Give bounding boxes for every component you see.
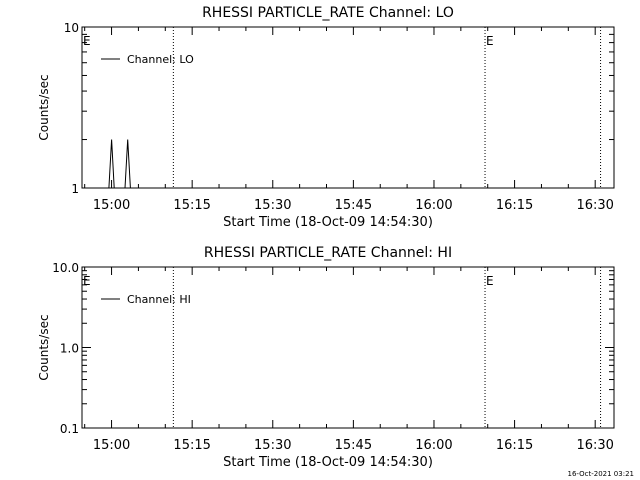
event-marker-label: E: [83, 274, 91, 288]
x-axis-label: Start Time (18-Oct-09 14:54:30): [223, 455, 433, 470]
y-tick-label: 10: [64, 21, 79, 35]
y-tick-label: 1: [71, 182, 79, 196]
chart-panel-2: RHESSI PARTICLE_RATE Channel: HI Counts/s…: [37, 245, 615, 470]
x-tick-label: 15:30: [254, 438, 291, 453]
chart-title: RHESSI PARTICLE_RATE Channel: HI: [204, 245, 452, 261]
y-tick-label: 0.1: [60, 422, 79, 436]
event-marker-label: E: [83, 34, 91, 48]
legend-label: Channel: HI: [127, 293, 191, 306]
x-axis-label: Start Time (18-Oct-09 14:54:30): [223, 215, 433, 230]
x-tick-label: 16:00: [415, 198, 452, 213]
x-tick-label: 15:45: [335, 438, 372, 453]
chart-panel-1: RHESSI PARTICLE_RATE Channel: LO Counts/s…: [37, 5, 615, 230]
y-axis-label: Counts/sec: [37, 314, 51, 380]
y-tick-label: 10.0: [52, 261, 79, 275]
x-tick-label: 16:15: [496, 438, 533, 453]
x-tick-label: 15:15: [173, 438, 210, 453]
x-tick-label: 16:15: [496, 198, 533, 213]
x-tick-label: 15:00: [93, 198, 130, 213]
event-marker-label: E: [486, 34, 494, 48]
x-tick-label: 16:30: [576, 438, 613, 453]
plot-frame: [81, 26, 615, 189]
event-marker-label: E: [486, 274, 494, 288]
x-tick-label: 15:00: [93, 438, 130, 453]
plot-frame: [81, 266, 615, 429]
y-axis-label: Counts/sec: [37, 74, 51, 140]
x-tick-label: 16:30: [576, 198, 613, 213]
footer-timestamp: 16-Oct-2021 03:21: [567, 470, 634, 478]
x-tick-label: 15:15: [173, 198, 210, 213]
x-tick-label: 15:30: [254, 198, 291, 213]
chart-title: RHESSI PARTICLE_RATE Channel: LO: [202, 5, 454, 21]
legend-label: Channel: LO: [127, 53, 194, 66]
x-tick-label: 15:45: [335, 198, 372, 213]
series-line: [82, 139, 614, 189]
y-tick-label: 1.0: [60, 342, 79, 356]
x-tick-label: 16:00: [415, 438, 452, 453]
